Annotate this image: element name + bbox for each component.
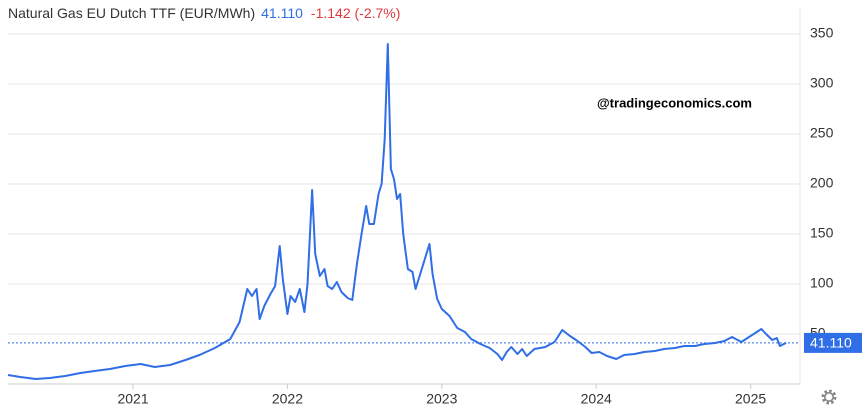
price-line [7, 43, 787, 380]
chart-title: Natural Gas EU Dutch TTF (EUR/MWh) 41.110… [8, 5, 400, 21]
settings-icon[interactable] [821, 389, 837, 405]
title: Natural Gas EU Dutch TTF (EUR/MWh) [8, 5, 255, 21]
x-tick-label: 2023 [426, 391, 457, 407]
x-tick-label: 2021 [117, 391, 148, 407]
y-tick-label: 100 [810, 275, 834, 291]
y-tick-label: 350 [810, 25, 834, 41]
y-tick-label: 200 [810, 175, 834, 191]
y-tick-label: 150 [810, 225, 834, 241]
plot-area [7, 9, 801, 389]
x-tick-label: 2022 [272, 391, 303, 407]
y-tick-label: 300 [810, 75, 834, 91]
gear-teeth [821, 389, 837, 405]
price-tag-label: 41.110 [810, 335, 852, 351]
last-price: 41.110 [261, 5, 303, 21]
watermark: @tradingeconomics.com [597, 95, 752, 110]
x-tick-label: 2024 [581, 391, 612, 407]
price-tag [804, 332, 862, 353]
y-tick-label: 250 [810, 125, 834, 141]
x-tick-label: 2025 [735, 391, 766, 407]
gear-body [824, 392, 834, 402]
price-change: -1.142 (-2.7%) [311, 5, 400, 21]
